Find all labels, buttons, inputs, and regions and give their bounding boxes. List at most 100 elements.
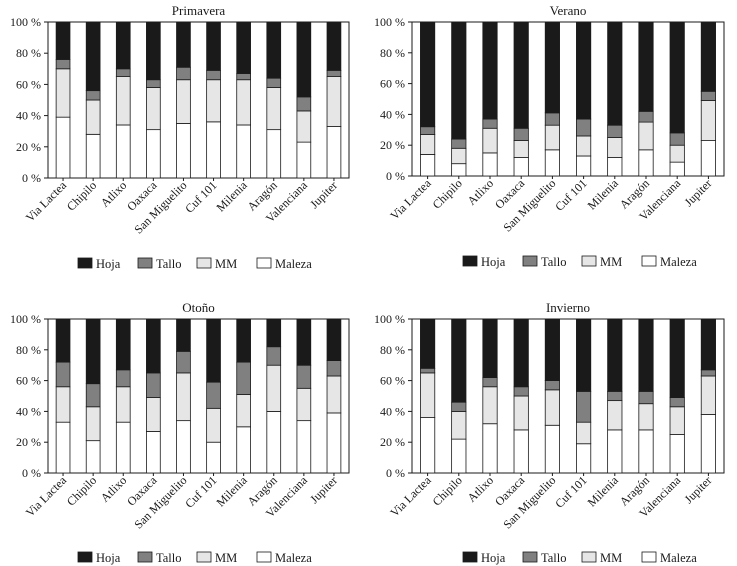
bar-segment-maleza-chipilo bbox=[451, 163, 467, 177]
legend-label-tallo: Tallo bbox=[156, 551, 182, 565]
bar-segment-tallo-san-miguelito bbox=[544, 380, 560, 391]
bar-segment-mm-oaxaca bbox=[146, 397, 161, 432]
legend-label-mm: MM bbox=[600, 255, 622, 269]
bar-segment-tallo-via-lactea bbox=[420, 126, 436, 135]
bar-segment-maleza-cuf-101 bbox=[206, 121, 221, 179]
bar-segment-tallo-valenciana bbox=[296, 96, 312, 112]
bar-segment-hoja-jupiter bbox=[700, 318, 716, 371]
bar-segment-tallo-jupiter bbox=[700, 90, 716, 101]
bar-segment-tallo-cuf-101 bbox=[576, 390, 592, 423]
bar-segment-tallo-milenia bbox=[607, 124, 623, 138]
x-tick-label-jupiter: Jupiter bbox=[307, 178, 340, 211]
bar-segment-hoja-oaxaca bbox=[146, 318, 161, 374]
bar-segment-tallo-cuf-101 bbox=[206, 69, 221, 81]
bar-segment-tallo-aragon bbox=[638, 110, 654, 123]
bar-segment-tallo-milenia bbox=[236, 361, 251, 395]
bar-segment-maleza-atlixo bbox=[115, 421, 131, 474]
bar-segment-mm-oaxaca bbox=[513, 140, 529, 158]
bar-segment-hoja-aragon bbox=[266, 318, 282, 348]
bar-segment-mm-aragon bbox=[638, 121, 654, 151]
bar-segment-hoja-oaxaca bbox=[513, 21, 529, 129]
bar-segment-tallo-milenia bbox=[607, 390, 623, 402]
bar-segment-hoja-san-miguelito bbox=[544, 318, 560, 381]
bar-segment-mm-aragon bbox=[266, 364, 282, 412]
bar-segment-hoja-valenciana bbox=[296, 21, 312, 98]
bar-segment-maleza-aragon bbox=[266, 129, 282, 179]
bar-segment-hoja-cuf-101 bbox=[206, 318, 221, 383]
bar-segment-tallo-via-lactea bbox=[55, 59, 71, 70]
y-tick-label: 20 % bbox=[380, 435, 405, 449]
bar-segment-mm-milenia bbox=[607, 137, 623, 158]
bar-segment-hoja-valenciana bbox=[296, 318, 312, 366]
bar-segment-maleza-cuf-101 bbox=[576, 443, 592, 474]
bar-segment-maleza-aragon bbox=[638, 149, 654, 177]
bar-segment-hoja-milenia bbox=[236, 21, 251, 74]
legend-swatch-hoja bbox=[462, 255, 478, 267]
bar-segment-hoja-milenia bbox=[607, 318, 623, 392]
bar-segment-hoja-jupiter bbox=[326, 21, 342, 71]
x-tick-label-cuf-101: Cuf 101 bbox=[182, 473, 219, 510]
bar-segment-tallo-atlixo bbox=[115, 369, 131, 388]
bar-segment-hoja-atlixo bbox=[482, 318, 498, 378]
bar-segment-mm-jupiter bbox=[326, 76, 342, 127]
bar-segment-tallo-atlixo bbox=[482, 377, 498, 388]
bar-segment-tallo-valenciana bbox=[669, 132, 685, 146]
chart-title: Primavera bbox=[172, 3, 226, 18]
x-tick-label-jupiter: Jupiter bbox=[682, 176, 715, 209]
legend-label-maleza: Maleza bbox=[660, 255, 697, 269]
x-tick-label-chipilo: Chipilo bbox=[64, 473, 99, 508]
bar-segment-tallo-chipilo bbox=[85, 383, 101, 408]
bar-segment-hoja-chipilo bbox=[451, 21, 467, 140]
bar-segment-tallo-cuf-101 bbox=[576, 118, 592, 137]
bar-segment-tallo-jupiter bbox=[700, 369, 716, 377]
bar-segment-mm-cuf-101 bbox=[576, 421, 592, 445]
bar-segment-mm-atlixo bbox=[115, 386, 131, 423]
bar-segment-tallo-valenciana bbox=[669, 397, 685, 408]
legend-swatch-hoja bbox=[462, 551, 478, 563]
bar-segment-maleza-oaxaca bbox=[513, 429, 529, 474]
y-tick-label: 100 % bbox=[10, 312, 41, 326]
bar-segment-maleza-milenia bbox=[607, 157, 623, 177]
bar-segment-hoja-chipilo bbox=[85, 21, 101, 92]
y-tick-label: 40 % bbox=[16, 109, 41, 123]
legend-label-tallo: Tallo bbox=[156, 257, 182, 271]
bar-segment-tallo-oaxaca bbox=[513, 386, 529, 397]
bar-segment-mm-valenciana bbox=[296, 387, 312, 422]
bar-segment-mm-san-miguelito bbox=[176, 79, 191, 124]
y-tick-label: 100 % bbox=[374, 15, 405, 29]
y-tick-label: 0 % bbox=[22, 171, 41, 185]
bar-segment-mm-atlixo bbox=[482, 386, 498, 425]
legend-swatch-maleza bbox=[641, 551, 657, 563]
bar-segment-hoja-oaxaca bbox=[146, 21, 161, 81]
x-tick-label-jupiter: Jupiter bbox=[682, 473, 715, 506]
bar-segment-tallo-via-lactea bbox=[420, 367, 436, 374]
bar-segment-maleza-san-miguelito bbox=[176, 420, 191, 474]
bar-segment-maleza-atlixo bbox=[115, 124, 131, 179]
bar-segment-mm-chipilo bbox=[85, 406, 101, 442]
bar-segment-maleza-san-miguelito bbox=[544, 149, 560, 177]
bar-segment-hoja-chipilo bbox=[85, 318, 101, 385]
bar-segment-tallo-atlixo bbox=[115, 68, 131, 78]
bar-segment-tallo-san-miguelito bbox=[544, 112, 560, 126]
legend-swatch-hoja bbox=[77, 257, 93, 269]
bar-segment-hoja-atlixo bbox=[115, 318, 131, 371]
bar-segment-hoja-jupiter bbox=[326, 318, 342, 361]
bar-segment-mm-milenia bbox=[607, 400, 623, 431]
legend-label-tallo: Tallo bbox=[541, 255, 567, 269]
bar-segment-tallo-via-lactea bbox=[55, 361, 71, 388]
bar-segment-mm-oaxaca bbox=[146, 87, 161, 131]
bar-segment-hoja-via-lactea bbox=[420, 318, 436, 369]
bar-segment-hoja-valenciana bbox=[669, 318, 685, 398]
bar-segment-maleza-valenciana bbox=[296, 141, 312, 179]
legend-label-maleza: Maleza bbox=[275, 257, 312, 271]
legend: Hoja Tallo MM Maleza bbox=[462, 255, 697, 269]
bar-segment-mm-aragon bbox=[266, 87, 282, 131]
legend-label-hoja: Hoja bbox=[481, 551, 506, 565]
bar-segment-maleza-san-miguelito bbox=[176, 123, 191, 179]
chart-title: Invierno bbox=[546, 300, 590, 315]
legend-label-mm: MM bbox=[600, 551, 622, 565]
bar-segment-hoja-via-lactea bbox=[420, 21, 436, 128]
legend-swatch-maleza bbox=[256, 551, 272, 563]
